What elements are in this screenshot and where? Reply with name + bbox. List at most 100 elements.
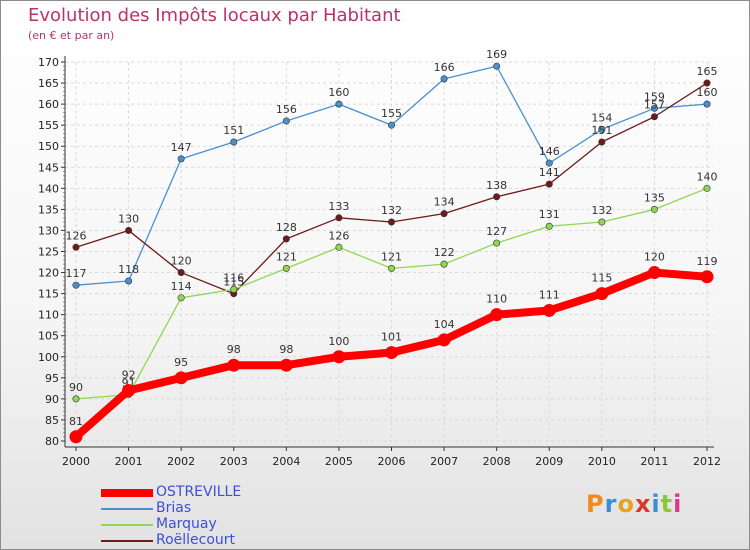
data-point-brias bbox=[493, 62, 501, 70]
legend-item: OSTREVILLE bbox=[101, 484, 341, 501]
data-label-marquay: 132 bbox=[591, 204, 612, 217]
data-point-ostreville bbox=[332, 350, 346, 364]
data-label-marquay: 116 bbox=[223, 271, 244, 284]
data-label-roellecourt: 134 bbox=[434, 196, 455, 209]
logo-letter: o bbox=[617, 490, 635, 518]
x-tick-label: 2008 bbox=[483, 455, 511, 468]
data-label-ostreville: 92 bbox=[122, 368, 136, 381]
data-label-marquay: 121 bbox=[276, 250, 297, 263]
data-label-ostreville: 110 bbox=[486, 293, 507, 306]
data-label-ostreville: 120 bbox=[644, 251, 665, 264]
data-point-roellecourt bbox=[650, 113, 658, 121]
legend-label: Marquay bbox=[156, 516, 217, 532]
data-label-marquay: 114 bbox=[171, 280, 192, 293]
chart-subtitle: (en € et par an) bbox=[28, 29, 115, 42]
legend-label: Roëllecourt bbox=[156, 532, 236, 548]
data-point-ostreville bbox=[69, 430, 83, 444]
data-point-roellecourt bbox=[598, 138, 606, 146]
data-label-roellecourt: 141 bbox=[539, 166, 560, 179]
data-point-marquay bbox=[440, 260, 448, 268]
data-point-brias bbox=[177, 155, 185, 163]
data-point-roellecourt bbox=[282, 235, 290, 243]
data-label-roellecourt: 126 bbox=[66, 229, 87, 242]
data-label-brias: 147 bbox=[171, 141, 192, 154]
x-tick-label: 2001 bbox=[115, 455, 143, 468]
x-tick-label: 2002 bbox=[167, 455, 195, 468]
data-label-marquay: 127 bbox=[486, 225, 507, 238]
data-point-roellecourt bbox=[387, 218, 395, 226]
data-label-brias: 169 bbox=[486, 48, 507, 61]
y-tick-label: 170 bbox=[38, 56, 59, 69]
data-point-marquay bbox=[177, 294, 185, 302]
y-tick-label: 85 bbox=[45, 414, 59, 427]
y-tick-label: 120 bbox=[38, 267, 59, 280]
data-point-marquay bbox=[598, 218, 606, 226]
data-point-ostreville bbox=[122, 383, 136, 397]
data-point-marquay bbox=[335, 243, 343, 251]
data-point-brias bbox=[545, 159, 553, 167]
data-label-brias: 156 bbox=[276, 103, 297, 116]
y-tick-label: 105 bbox=[38, 330, 59, 343]
data-label-ostreville: 98 bbox=[279, 343, 293, 356]
data-label-ostreville: 119 bbox=[697, 255, 718, 268]
data-label-marquay: 140 bbox=[697, 170, 718, 183]
data-point-marquay bbox=[703, 184, 711, 192]
logo-letter: x bbox=[634, 490, 652, 518]
data-label-roellecourt: 115 bbox=[223, 276, 244, 289]
data-label-roellecourt: 133 bbox=[328, 200, 349, 213]
data-point-ostreville bbox=[542, 303, 556, 317]
data-point-marquay bbox=[650, 205, 658, 213]
data-label-ostreville: 98 bbox=[227, 343, 241, 356]
y-tick-label: 130 bbox=[38, 224, 59, 237]
data-label-roellecourt: 151 bbox=[591, 124, 612, 137]
data-label-ostreville: 104 bbox=[434, 318, 455, 331]
data-point-marquay bbox=[282, 264, 290, 272]
chart-title: Evolution des Impôts locaux par Habitant bbox=[28, 5, 401, 26]
data-label-marquay: 121 bbox=[381, 250, 402, 263]
data-label-marquay: 90 bbox=[69, 381, 83, 394]
data-label-brias: 151 bbox=[223, 124, 244, 137]
x-tick-label: 2003 bbox=[220, 455, 248, 468]
x-tick-label: 2010 bbox=[588, 455, 616, 468]
data-point-roellecourt bbox=[177, 269, 185, 277]
proxiti-logo: Proxiti bbox=[586, 490, 682, 518]
data-point-brias bbox=[335, 100, 343, 108]
data-point-brias bbox=[598, 125, 606, 133]
x-tick-label: 2006 bbox=[378, 455, 406, 468]
y-tick-label: 115 bbox=[38, 288, 59, 301]
logo-letter: t bbox=[660, 490, 674, 518]
data-label-roellecourt: 157 bbox=[644, 99, 665, 112]
data-label-ostreville: 100 bbox=[328, 335, 349, 348]
legend-label: Brias bbox=[156, 500, 192, 516]
legend-swatch bbox=[101, 540, 153, 542]
x-tick-label: 2000 bbox=[62, 455, 90, 468]
data-point-brias bbox=[703, 100, 711, 108]
data-point-marquay bbox=[230, 285, 238, 293]
data-point-roellecourt bbox=[335, 214, 343, 222]
y-tick-label: 135 bbox=[38, 203, 59, 216]
y-tick-label: 140 bbox=[38, 182, 59, 195]
y-tick-label: 145 bbox=[38, 161, 59, 174]
data-point-ostreville bbox=[595, 287, 609, 301]
data-point-roellecourt bbox=[440, 210, 448, 218]
y-tick-label: 90 bbox=[45, 393, 59, 406]
x-tick-label: 2004 bbox=[272, 455, 300, 468]
data-point-ostreville bbox=[227, 358, 241, 372]
data-label-brias: 160 bbox=[328, 86, 349, 99]
legend-item: Roëllecourt bbox=[101, 532, 341, 549]
x-tick-label: 2012 bbox=[693, 455, 721, 468]
legend-swatch bbox=[101, 489, 153, 497]
y-tick-label: 165 bbox=[38, 77, 59, 90]
y-tick-label: 155 bbox=[38, 119, 59, 132]
data-label-ostreville: 81 bbox=[69, 415, 83, 428]
y-tick-label: 80 bbox=[45, 435, 59, 448]
data-point-marquay bbox=[72, 395, 80, 403]
legend-label: OSTREVILLE bbox=[156, 484, 242, 500]
data-point-brias bbox=[72, 281, 80, 289]
data-label-brias: 146 bbox=[539, 145, 560, 158]
x-tick-label: 2011 bbox=[640, 455, 668, 468]
data-label-ostreville: 95 bbox=[174, 356, 188, 369]
data-label-roellecourt: 120 bbox=[171, 255, 192, 268]
x-tick-label: 2007 bbox=[430, 455, 458, 468]
